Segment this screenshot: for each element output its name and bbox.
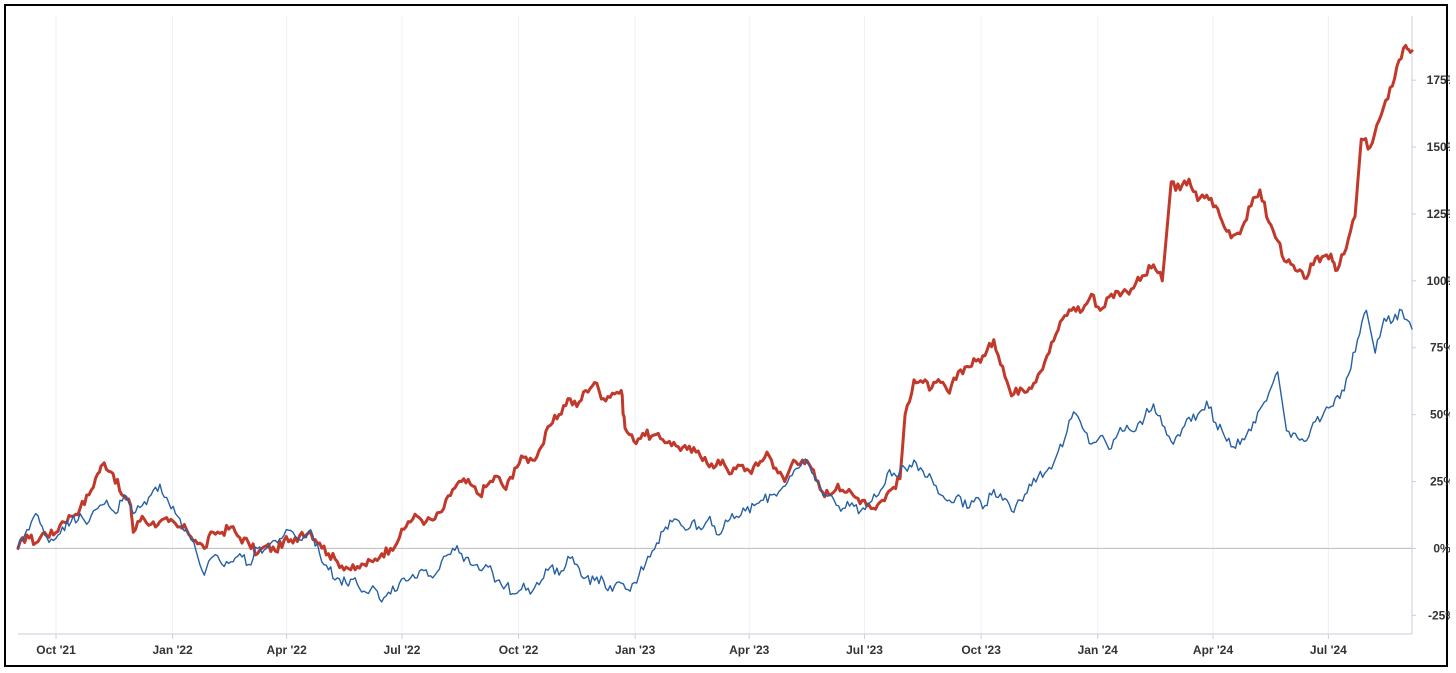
y-tick-label: -25% — [1428, 608, 1450, 622]
x-tick-label: Jan '24 — [1078, 643, 1119, 657]
x-tick-label: Jul '22 — [384, 643, 421, 657]
y-tick-label: 150% — [1427, 140, 1450, 154]
x-tick-label: Jul '24 — [1310, 643, 1347, 657]
x-tick-label: Oct '23 — [961, 643, 1001, 657]
x-tick-label: Oct '21 — [36, 643, 76, 657]
series-line-blue — [17, 308, 1413, 603]
y-tick-label: 125% — [1427, 207, 1450, 221]
label-layer: Oct '21 Jan '22 Apr '22 Jul '22 Oct '22 Jan '… — [36, 73, 1450, 657]
x-tick-label: Apr '22 — [267, 643, 308, 657]
y-tick-label: 100% — [1427, 274, 1450, 288]
x-tick-label: Jan '22 — [152, 643, 193, 657]
series-layer — [16, 43, 1414, 603]
x-tick-label: Jul '23 — [846, 643, 883, 657]
chart-frame: Oct '21 Jan '22 Apr '22 Jul '22 Oct '22 Jan '… — [4, 4, 1450, 667]
series-line-red — [16, 43, 1414, 572]
y-tick-label: 50% — [1430, 408, 1450, 422]
grid-layer — [18, 16, 1412, 634]
x-tick-label: Apr '24 — [1193, 643, 1234, 657]
y-tick-label: 25% — [1430, 475, 1450, 489]
axis-layer — [18, 16, 1416, 639]
y-tick-label: 75% — [1430, 341, 1450, 355]
performance-line-chart: Oct '21 Jan '22 Apr '22 Jul '22 Oct '22 Jan '… — [16, 16, 1450, 657]
x-tick-label: Apr '23 — [729, 643, 770, 657]
y-tick-label: 0% — [1433, 541, 1450, 555]
y-tick-label: 175% — [1427, 73, 1450, 87]
x-tick-label: Oct '22 — [499, 643, 539, 657]
x-tick-label: Jan '23 — [615, 643, 656, 657]
